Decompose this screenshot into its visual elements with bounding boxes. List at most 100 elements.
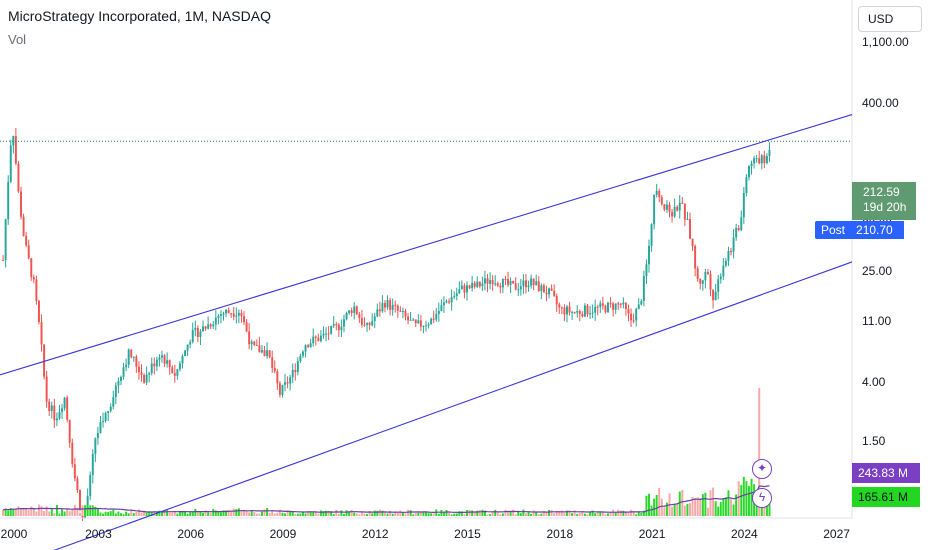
candle-body — [230, 313, 233, 315]
volume-bar — [637, 511, 640, 516]
candle-body — [145, 374, 148, 383]
candle-body — [735, 227, 738, 238]
candle-body — [296, 361, 299, 373]
volume-bar — [730, 499, 732, 516]
candle-body — [186, 344, 189, 351]
candle-body — [376, 309, 379, 317]
volume-bar — [517, 510, 520, 516]
volume-bar — [366, 514, 369, 516]
volume-bar — [524, 513, 527, 516]
volume-bar — [542, 511, 545, 516]
volume-bar — [494, 509, 497, 516]
candle-body — [222, 313, 225, 315]
volume-bar — [294, 513, 297, 516]
volume-bar — [442, 512, 445, 516]
candle-body — [319, 335, 322, 341]
candle-body — [140, 372, 143, 376]
currency-button[interactable]: USD — [858, 6, 922, 32]
volume-bar — [4, 508, 7, 516]
candle-body — [453, 296, 456, 298]
candle-body — [189, 342, 192, 345]
candle-body — [240, 312, 243, 317]
volume-bar — [204, 510, 207, 516]
candle-body — [43, 344, 46, 377]
volume-bar — [427, 513, 430, 516]
volume-bar — [509, 511, 512, 516]
volume-bar — [217, 511, 220, 516]
volume-bar — [337, 513, 340, 516]
candle-body — [99, 422, 102, 434]
x-tick-label: 2015 — [454, 527, 481, 541]
volume-bar — [120, 513, 122, 516]
indicator-label[interactable]: Vol — [8, 32, 27, 47]
volume-bar — [253, 512, 256, 516]
volume-bar — [340, 510, 343, 516]
candle-body — [107, 411, 110, 414]
candle-body — [696, 268, 699, 279]
volume-bar — [219, 512, 222, 516]
volume-bar — [112, 509, 115, 516]
volume-bar — [614, 512, 617, 516]
volume-bar — [747, 485, 750, 516]
candle-body — [478, 281, 481, 287]
volume-bar — [250, 510, 253, 516]
candle-body — [335, 324, 338, 326]
volume-bar — [284, 513, 286, 516]
candle-body — [250, 341, 253, 345]
volume-bar — [689, 503, 691, 516]
candle-body — [445, 301, 448, 303]
candle-body — [12, 136, 15, 146]
volume-bar — [102, 513, 105, 516]
candle-body — [435, 314, 438, 320]
candle-body — [78, 489, 81, 510]
candle-body — [568, 306, 571, 313]
candle-body — [394, 304, 397, 306]
candle-body — [73, 464, 76, 479]
volume-bar — [176, 513, 179, 516]
volume-bar — [607, 513, 609, 516]
volume-bar — [519, 513, 522, 516]
lightning-icon[interactable]: ϟ — [752, 488, 772, 508]
candle-body — [235, 315, 238, 317]
channel-lower-line[interactable] — [0, 261, 853, 550]
candle-body — [627, 309, 630, 314]
volume-bar — [630, 509, 633, 516]
candle-body — [607, 302, 609, 313]
sparkle-icon[interactable]: ✦ — [752, 459, 772, 479]
volume-bar — [12, 508, 15, 516]
candle-body — [214, 317, 217, 325]
candle-body — [14, 136, 17, 164]
candle-body — [601, 303, 604, 306]
candle-body — [2, 259, 5, 261]
volume-bar — [599, 511, 602, 516]
volume-bar — [353, 512, 356, 516]
candle-body — [742, 192, 745, 218]
candle-body — [758, 158, 761, 164]
volume-bar — [214, 510, 217, 516]
volume-bar — [735, 494, 738, 516]
candle-body — [668, 204, 671, 212]
volume-bar — [391, 513, 394, 516]
candle-body — [243, 316, 245, 323]
candle-body — [25, 235, 28, 246]
candle-body — [591, 312, 594, 314]
candle-body — [155, 359, 158, 367]
candle-body — [114, 385, 117, 398]
volume-bar — [653, 498, 656, 516]
volume-bar — [9, 508, 12, 516]
volume-bar — [17, 506, 20, 516]
candle-body — [276, 371, 279, 384]
volume-bar — [181, 511, 184, 516]
candle-body — [332, 324, 335, 326]
channel-upper-line[interactable] — [0, 114, 853, 376]
candle-body — [619, 303, 622, 305]
volume-bar — [535, 512, 538, 516]
candle-body — [317, 337, 320, 341]
candle-body — [563, 307, 566, 315]
candle-body — [89, 475, 92, 497]
volume-bar — [619, 510, 622, 516]
volume-bar — [394, 512, 397, 516]
candle-body — [171, 367, 174, 374]
volume-bar — [404, 513, 407, 516]
